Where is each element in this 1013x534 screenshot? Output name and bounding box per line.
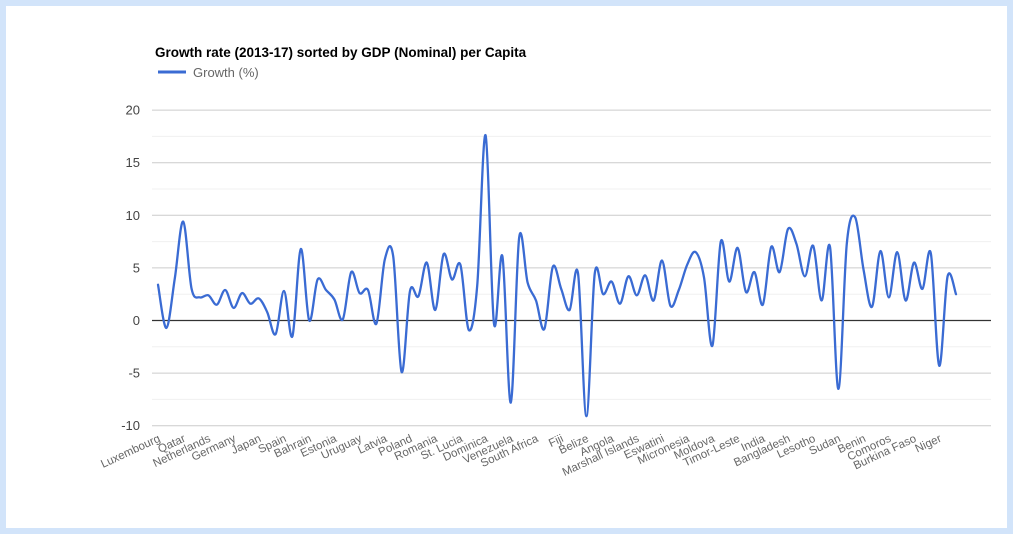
y-axis-labels: 20 15 10 5 0 -5 -10: [121, 103, 140, 434]
y-tick-label: 5: [133, 260, 140, 275]
y-tick-label: 10: [126, 208, 140, 223]
y-tick-label: -10: [121, 418, 140, 433]
x-tick-label: Luxembourg: [99, 433, 162, 471]
y-tick-label: 0: [133, 313, 140, 328]
legend-label: Growth (%): [193, 65, 259, 80]
growth-line-series[interactable]: [156, 134, 958, 418]
chart-title: Growth rate (2013-17) sorted by GDP (Nom…: [155, 45, 527, 60]
x-tick-label: Fiji: [547, 433, 565, 450]
y-tick-label: 15: [126, 155, 140, 170]
x-axis-labels: LuxembourgQatarNetherlandsGermanyJapanSp…: [99, 433, 943, 479]
gridlines: [152, 109, 991, 427]
chart-canvas[interactable]: 20 15 10 5 0 -5 -10 LuxembourgQatarNetherlands…: [6, 6, 1007, 528]
legend-item[interactable]: Growth (%): [158, 65, 259, 80]
x-tick-label: Niger: [913, 433, 943, 456]
y-tick-label: 20: [126, 103, 140, 118]
y-tick-label: -5: [128, 366, 140, 381]
